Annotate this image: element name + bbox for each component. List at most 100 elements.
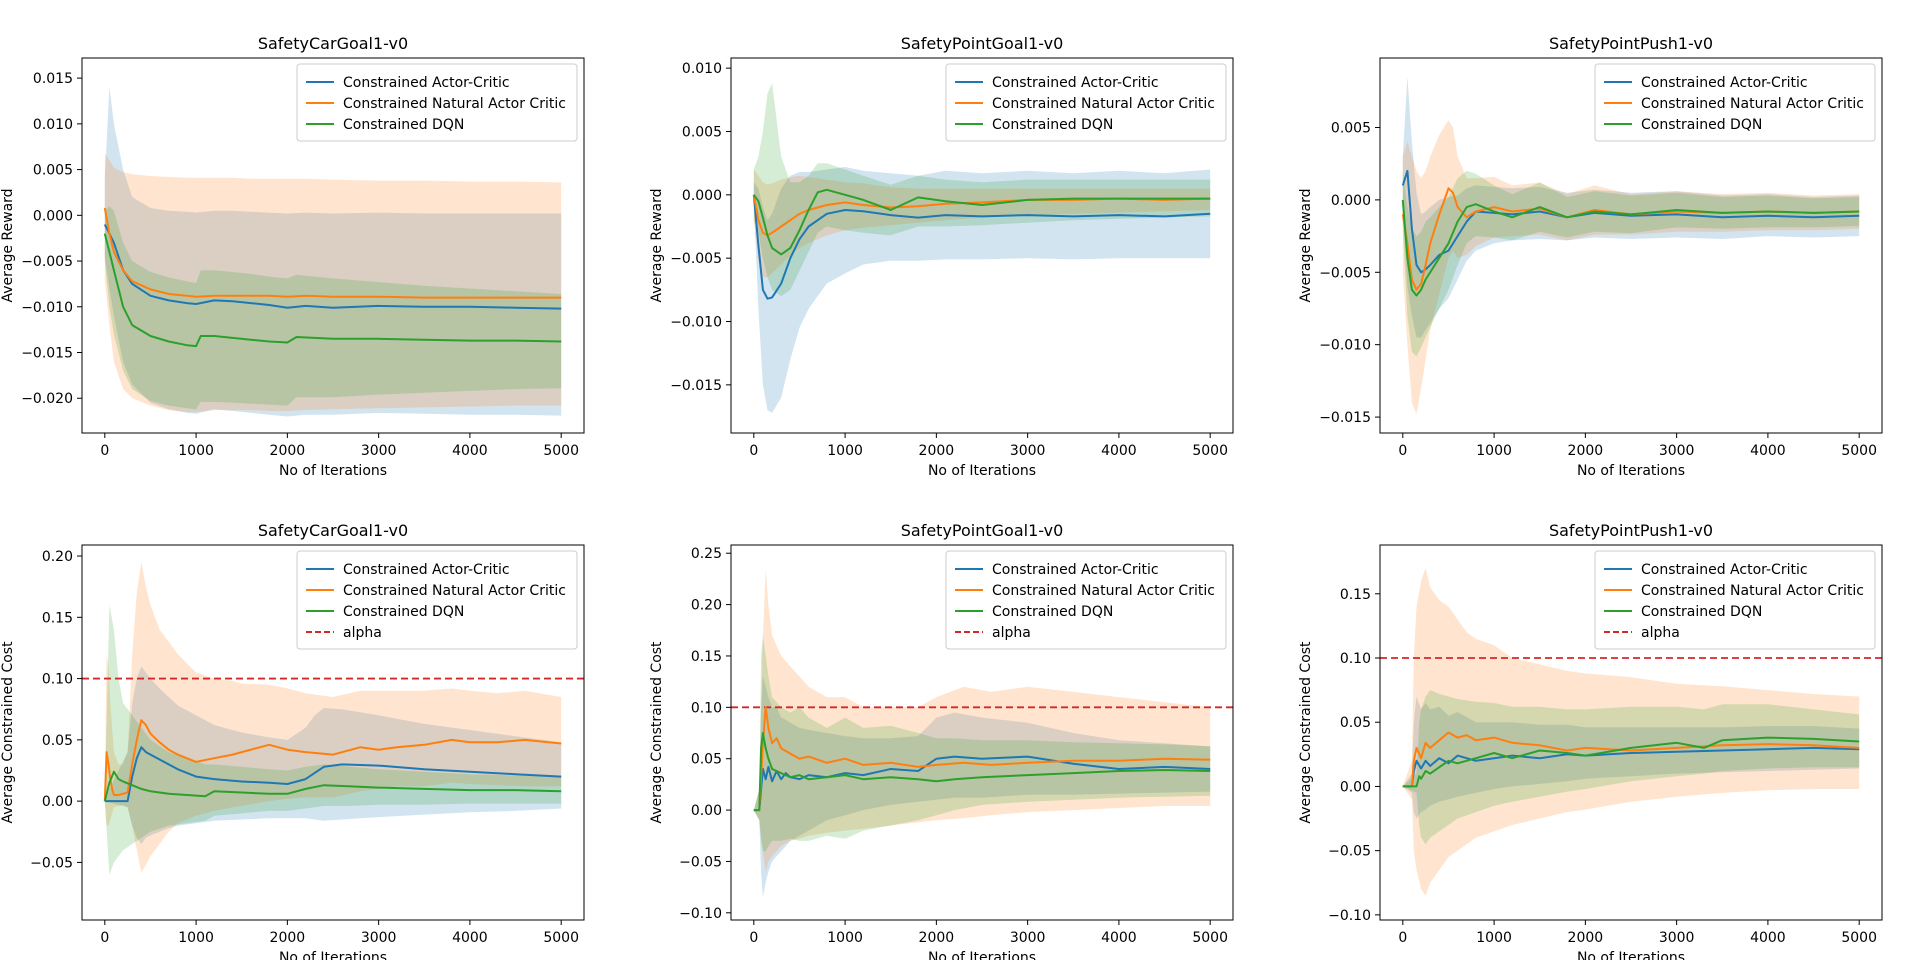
- series-line-3: [103, 233, 562, 348]
- x-tick-label: 3000: [1659, 443, 1695, 459]
- series-band-1: [104, 87, 562, 417]
- series-band-1: [753, 167, 1211, 413]
- x-tick-label: 2000: [270, 443, 306, 459]
- legend: Constrained Actor-Critic Constrained Natu…: [296, 550, 578, 650]
- series-band-3: [753, 635, 1211, 852]
- x-tick-label: 2000: [919, 930, 955, 946]
- series-line-1: [752, 194, 1211, 300]
- subplot-title: SafetyCarGoal1-v0: [258, 521, 408, 540]
- legend-label: Constrained DQN: [343, 117, 464, 133]
- y-tick-label: −0.015: [21, 346, 73, 362]
- series-band-1: [753, 676, 1211, 898]
- subplot-title: SafetyPointPush1-v0: [1549, 34, 1713, 53]
- subplot-2: 0 1000 2000 3000 4000 5000 0.010 0.005 0.000 −0.0…: [649, 34, 1234, 479]
- series-band-1: [1402, 76, 1860, 338]
- x-tick-label: 2000: [1568, 443, 1604, 459]
- legend-label: Constrained Natural Actor Critic: [343, 96, 566, 112]
- y-tick-label: 0.15: [691, 649, 722, 665]
- y-tick-label: 0.005: [33, 163, 73, 179]
- series-band-1: [1402, 696, 1860, 819]
- x-axis-label: No of Iterations: [1577, 463, 1685, 479]
- series-line-2: [753, 706, 1211, 812]
- legend-box: [296, 550, 578, 650]
- series-line-3: [1402, 736, 1860, 788]
- subplot-6: 0 1000 2000 3000 4000 5000 0.15 0.10 0.05 0.00 −0.…: [1298, 521, 1883, 960]
- x-tick-label: 5000: [543, 930, 579, 946]
- y-tick-label: 0.15: [42, 610, 73, 626]
- series-line-2: [103, 207, 562, 299]
- x-tick-label: 0: [1398, 930, 1407, 946]
- y-tick-label: −0.05: [30, 855, 73, 871]
- y-tick-label: 0.05: [42, 733, 73, 749]
- series-line-2: [1402, 731, 1860, 788]
- legend-box: [296, 63, 578, 142]
- x-tick-label: 4000: [1101, 443, 1137, 459]
- legend-label: Constrained Actor-Critic: [1641, 75, 1808, 91]
- y-tick-label: −0.010: [670, 315, 722, 331]
- x-tick-label: 0: [1398, 443, 1407, 459]
- subplot-4: 0 1000 2000 3000 4000 5000 0.20 0.15 0.10 0.05 0.0…: [0, 521, 585, 960]
- legend-label: Constrained Natural Actor Critic: [343, 583, 566, 599]
- y-tick-label: −0.005: [1319, 265, 1371, 281]
- y-tick-label: −0.05: [1328, 844, 1371, 860]
- y-tick-label: 0.10: [691, 700, 722, 716]
- series-line-1: [104, 746, 562, 803]
- series-line-1: [753, 755, 1211, 812]
- axes-frame: [81, 57, 585, 434]
- x-tick-label: 0: [100, 930, 109, 946]
- y-tick-label: −0.015: [1319, 410, 1371, 426]
- legend: Constrained Actor-Critic Constrained Natu…: [1594, 63, 1876, 142]
- y-tick-label: 0.000: [1331, 193, 1371, 209]
- x-tick-label: 4000: [452, 443, 488, 459]
- x-axis-label: No of Iterations: [279, 463, 387, 479]
- y-axis-label: Average Reward: [649, 188, 665, 302]
- series-band-3: [1402, 170, 1860, 357]
- axes-frame: [81, 544, 585, 921]
- y-axis-label: Average Constrained Cost: [0, 641, 16, 824]
- y-tick-label: 0.00: [1340, 779, 1371, 795]
- axes-frame: [730, 544, 1234, 921]
- legend-label: Constrained DQN: [1641, 604, 1762, 620]
- y-tick-label: 0.015: [33, 71, 73, 87]
- y-tick-label: 0.20: [42, 549, 73, 565]
- series-band-3: [1402, 690, 1860, 845]
- x-tick-label: 1000: [178, 930, 214, 946]
- series-line-3: [753, 732, 1211, 812]
- y-tick-label: −0.05: [679, 854, 722, 870]
- subplot-title: SafetyPointPush1-v0: [1549, 521, 1713, 540]
- series-band-2: [104, 562, 562, 873]
- x-tick-label: 3000: [361, 443, 397, 459]
- legend-box: [945, 550, 1227, 650]
- y-tick-label: 0.00: [42, 794, 73, 810]
- legend-label: alpha: [992, 625, 1031, 641]
- x-tick-label: 2000: [1568, 930, 1604, 946]
- x-tick-label: 3000: [1010, 930, 1046, 946]
- x-tick-label: 5000: [1192, 443, 1228, 459]
- series-line-3: [752, 188, 1211, 256]
- y-tick-label: −0.10: [1328, 908, 1371, 924]
- subplot-5: 0 1000 2000 3000 4000 5000 0.25 0.20 0.15 0.10 0.0…: [649, 521, 1234, 960]
- axes-frame: [1379, 57, 1883, 434]
- series-band-2: [1402, 568, 1860, 896]
- y-axis-label: Average Constrained Cost: [649, 641, 665, 824]
- legend-label: Constrained Actor-Critic: [1641, 562, 1808, 578]
- x-tick-label: 3000: [1659, 930, 1695, 946]
- series-band-2: [104, 153, 562, 412]
- y-tick-label: 0.000: [682, 188, 722, 204]
- y-axis-label: Average Constrained Cost: [1298, 641, 1314, 824]
- y-axis-label: Average Reward: [0, 188, 16, 302]
- x-axis-label: No of Iterations: [1577, 950, 1685, 960]
- x-tick-label: 0: [749, 443, 758, 459]
- legend-label: Constrained DQN: [1641, 117, 1762, 133]
- y-tick-label: 0.25: [691, 546, 722, 562]
- x-tick-label: 4000: [1750, 930, 1786, 946]
- legend-label: Constrained DQN: [992, 604, 1113, 620]
- subplot-title: SafetyPointGoal1-v0: [901, 521, 1064, 540]
- subplot-3: 0 1000 2000 3000 4000 5000 0.005 0.000 −0.005 −0.…: [1298, 34, 1883, 479]
- legend: Constrained Actor-Critic Constrained Natu…: [296, 63, 578, 142]
- y-tick-label: 0.10: [1340, 651, 1371, 667]
- x-tick-label: 5000: [1192, 930, 1228, 946]
- legend-box: [1594, 63, 1876, 142]
- legend: Constrained Actor-Critic Constrained Natu…: [945, 63, 1227, 142]
- y-tick-label: 0.005: [1331, 120, 1371, 136]
